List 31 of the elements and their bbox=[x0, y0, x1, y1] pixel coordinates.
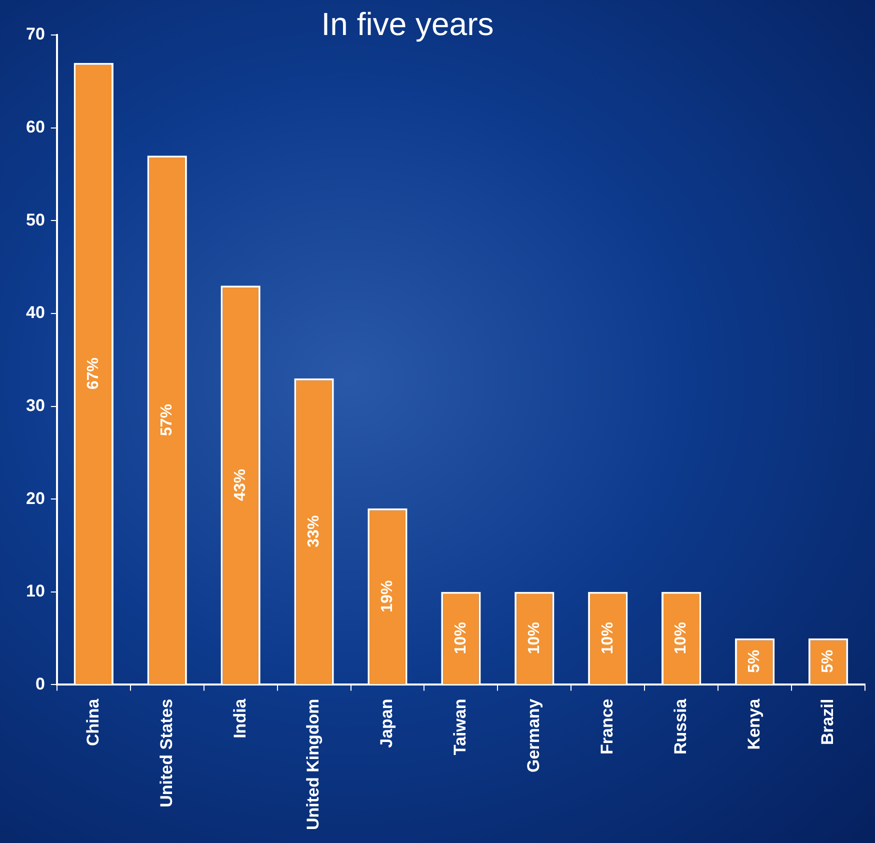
y-tick-label: 70 bbox=[26, 24, 45, 44]
x-tick-label: China bbox=[83, 698, 102, 746]
y-tick-label: 10 bbox=[26, 582, 45, 601]
x-tick-label: Taiwan bbox=[450, 698, 470, 756]
data-label: 5% bbox=[820, 650, 837, 673]
data-label: 5% bbox=[746, 650, 764, 673]
data-label: 33% bbox=[305, 515, 322, 548]
x-tick-label: India bbox=[230, 698, 250, 738]
data-label: 10% bbox=[599, 622, 616, 654]
x-tick-label: Kenya bbox=[744, 698, 764, 750]
x-tick-label: Russia bbox=[671, 698, 690, 754]
y-tick-label: 0 bbox=[35, 674, 45, 694]
x-tick-label: France bbox=[598, 698, 617, 754]
data-label: 10% bbox=[526, 622, 543, 654]
y-tick-label: 60 bbox=[26, 118, 45, 137]
data-label: 43% bbox=[232, 468, 249, 501]
x-tick-label: Japan bbox=[377, 698, 396, 748]
y-tick-label: 40 bbox=[26, 303, 45, 322]
x-tick-label: United Kingdom bbox=[304, 698, 323, 830]
x-tick-label: United States bbox=[156, 698, 176, 808]
chart-title: In five years bbox=[321, 6, 494, 42]
y-tick-label: 30 bbox=[26, 396, 45, 415]
data-label: 10% bbox=[452, 622, 470, 654]
y-tick-label: 20 bbox=[26, 488, 45, 508]
data-label: 19% bbox=[378, 580, 396, 612]
y-tick-label: 50 bbox=[26, 210, 45, 230]
x-tick-label: Germany bbox=[524, 698, 544, 772]
data-label: 10% bbox=[672, 622, 690, 654]
data-label: 57% bbox=[158, 404, 176, 436]
x-tick-label: Brazil bbox=[818, 698, 837, 746]
data-label: 67% bbox=[85, 358, 102, 390]
